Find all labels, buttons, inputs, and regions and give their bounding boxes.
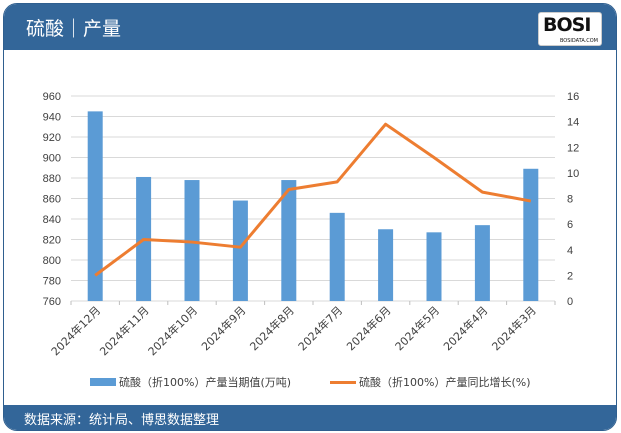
y-left-tick-label: 960 — [43, 91, 61, 103]
bar — [87, 111, 103, 301]
y-right-tick-label: 0 — [567, 296, 573, 308]
legend-label-bar: 硫酸（折100%）产量当期值(万吨) — [119, 376, 292, 389]
x-tick-label: 2024年12月 — [48, 303, 103, 358]
x-tick-label: 2024年6月 — [344, 303, 394, 353]
x-tick-label: 2024年9月 — [198, 303, 248, 353]
y-left-tick-label: 860 — [43, 194, 61, 206]
y-right-tick-label: 4 — [567, 245, 573, 257]
y-right-tick-label: 14 — [567, 117, 579, 129]
legend-swatch-bar — [90, 378, 116, 386]
y-right-tick-label: 16 — [567, 91, 579, 103]
y-left-tick-label: 820 — [43, 235, 61, 247]
x-tick-label: 2024年3月 — [489, 303, 539, 353]
footer: 数据来源：统计局、博思数据整理 — [4, 405, 616, 430]
y-left-tick-label: 880 — [43, 173, 61, 185]
x-tick-label: 2024年10月 — [145, 303, 200, 358]
bar — [184, 180, 200, 301]
y-left-tick-label: 920 — [43, 132, 61, 144]
x-tick-label: 2024年4月 — [440, 303, 490, 353]
bar — [474, 225, 490, 301]
bar — [426, 232, 442, 301]
bar — [523, 168, 539, 301]
legend-swatch-line — [330, 380, 356, 384]
y-right-tick-label: 12 — [567, 142, 579, 154]
y-left-tick-label: 800 — [43, 255, 61, 267]
chart-card: 硫酸｜产量 BOSI BOSIDATA.COM 数据来源：统计局、博思数据整理 — [3, 3, 617, 431]
bar — [329, 212, 345, 301]
y-right-tick-label: 2 — [567, 270, 573, 282]
y-left-tick-label: 900 — [43, 153, 61, 165]
x-tick-label: 2024年5月 — [392, 303, 442, 353]
data-source: 数据来源：统计局、博思数据整理 — [24, 413, 220, 428]
y-left-tick-label: 780 — [43, 276, 61, 288]
x-tick-label: 2024年7月 — [295, 303, 345, 353]
header: 硫酸｜产量 BOSI BOSIDATA.COM — [4, 4, 616, 50]
bosi-logo: BOSI BOSIDATA.COM — [538, 12, 602, 46]
yoy-line — [94, 122, 532, 277]
page-title: 硫酸｜产量 — [26, 18, 122, 40]
bar — [378, 229, 394, 301]
legend-item-line: 硫酸（折100%）产量同比增长(%) — [330, 374, 530, 390]
y-left-tick-label: 840 — [43, 214, 61, 226]
y-left-tick-label: 760 — [43, 296, 61, 308]
y-right-tick-label: 8 — [567, 194, 573, 206]
y-right-tick-label: 6 — [567, 219, 573, 231]
legend-label-line: 硫酸（折100%）产量同比增长(%) — [359, 376, 531, 389]
x-tick-label: 2024年11月 — [97, 303, 152, 358]
y-left-tick-label: 940 — [43, 112, 61, 124]
y-right-tick-label: 10 — [567, 168, 579, 180]
bar — [232, 200, 248, 301]
legend-item-bar: 硫酸（折100%）产量当期值(万吨) — [90, 374, 291, 390]
bar — [281, 180, 297, 301]
x-tick-label: 2024年8月 — [247, 303, 297, 353]
